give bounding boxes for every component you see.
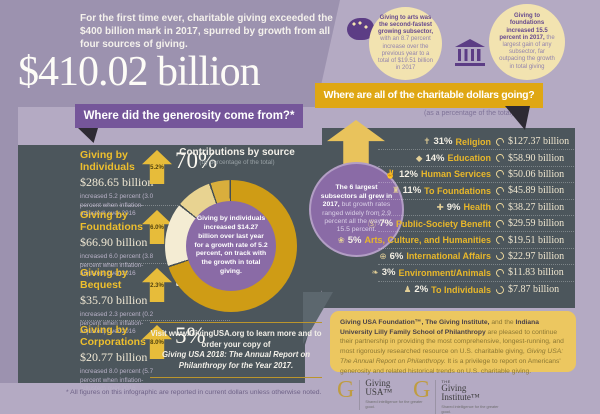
trend-icon xyxy=(494,185,506,197)
giving-usa-monogram: G xyxy=(337,377,355,403)
globe-icon: ⊕ xyxy=(379,250,387,261)
sectors-banner-pointer xyxy=(505,106,530,130)
foundations-callout-text: Giving to foundations increased 15.5 per… xyxy=(499,13,555,70)
source-amount: $35.70 billion xyxy=(80,293,148,308)
trend-icon xyxy=(494,218,506,230)
source-title: Giving by Foundations xyxy=(80,209,143,233)
trend-icon xyxy=(494,136,506,148)
source-individuals: Giving by Individuals $286.65 billion in… xyxy=(80,148,235,219)
source-note: increased 5.2 percent (3.0 percent when … xyxy=(80,193,154,218)
trend-icon xyxy=(494,267,506,279)
source-amount: $286.65 billion xyxy=(80,175,154,190)
people-icon: ♟ xyxy=(403,284,412,295)
sectors-banner: Where are all of the charitable dollars … xyxy=(315,83,543,108)
source-title: Giving by Individuals xyxy=(80,149,135,173)
bank-icon xyxy=(455,39,485,66)
intro-text: For the first time ever, charitable givi… xyxy=(80,13,333,50)
dotted-divider xyxy=(80,263,230,264)
sources-banner-pointer xyxy=(78,128,98,143)
giving-usa-logo: G Giving USA™ Shared intelligence for th… xyxy=(337,377,423,410)
sector-row-international: ⊕ 6% International Affairs $22.97 billio… xyxy=(378,249,574,266)
dotted-divider xyxy=(80,320,230,321)
trend-icon xyxy=(494,201,506,213)
source-title: Giving by Corporations xyxy=(80,324,146,348)
palette-icon xyxy=(347,18,374,40)
bank-building-icon: ♜ xyxy=(392,185,400,196)
trend-icon xyxy=(494,250,506,262)
bank-base xyxy=(455,63,485,66)
giving-institute-monogram: G xyxy=(413,377,431,403)
bank-roof xyxy=(455,39,485,47)
graduation-cap-icon: ◆ xyxy=(415,152,423,163)
sector-row-education: ◆ 14% Education $58.90 billion xyxy=(378,150,574,167)
top-left-background xyxy=(0,0,340,107)
source-share: 5% xyxy=(175,323,206,348)
sector-row-religion: ✝ 31% Religion $127.37 billion xyxy=(378,134,574,151)
sectors-list: ✝ 31% Religion $127.37 billion ◆ 14% Edu… xyxy=(338,134,574,298)
sector-row-arts: ❀ 5% Arts, Culture, and Humanities $19.5… xyxy=(338,232,574,249)
trend-icon xyxy=(494,168,506,181)
footnote: * All figures on this infographic are re… xyxy=(66,389,322,396)
source-note: increased 6.0 percent (3.8 percent when … xyxy=(80,253,154,278)
arts-callout: Giving to arts was the second-fastest gr… xyxy=(369,7,442,80)
medical-cross-icon: ✚ xyxy=(436,201,444,212)
sector-row-foundations: ♜ 11% To Foundations $45.89 billion xyxy=(378,183,574,200)
trend-icon xyxy=(494,152,506,164)
dollar-circle-icon: Ⓢ xyxy=(367,218,377,229)
source-note: increased 2.3 percent (0.2 percent when … xyxy=(80,311,154,336)
subsector-growth-callout: The 6 largest subsectors all grew in 201… xyxy=(309,162,404,257)
plant-icon: ❧ xyxy=(371,267,379,278)
left-purple-strip xyxy=(0,100,18,383)
sector-row-environment: ❧ 3% Environment/Animals $11.83 billion xyxy=(372,265,574,282)
arts-callout-text: Giving to arts was the second-fastest gr… xyxy=(377,14,434,72)
dotted-divider xyxy=(80,205,230,206)
donut-subtitle: (by percentage of the total) xyxy=(199,159,275,166)
logo-divider xyxy=(359,380,361,410)
sector-row-public-society: Ⓢ 7% Public-Society Benefit $29.59 billi… xyxy=(368,216,574,233)
religion-icon: ✝ xyxy=(423,136,431,147)
partnership-note: Giving USA Foundation™, The Giving Insti… xyxy=(330,311,576,375)
trend-icon xyxy=(494,284,506,296)
sector-row-individuals: ♟ 2% To Individuals $7.87 billion xyxy=(403,284,560,296)
source-amount: $66.90 billion xyxy=(80,235,148,250)
source-share: 70% xyxy=(175,148,218,173)
sources-donut-chart: Giving by individuals increased $14.27 b… xyxy=(165,180,297,312)
source-note: increased 8.0 percent (5.7 percent when … xyxy=(80,368,154,393)
giving-institute-logo: G THE Giving Institute™ Shared intellige… xyxy=(413,377,499,414)
donut-center-note: Giving by individuals increased $14.27 b… xyxy=(186,201,276,291)
visit-note: Visit www.GivingUSA.org to learn more an… xyxy=(150,322,322,379)
foundations-callout: Giving to foundations increased 15.5 per… xyxy=(489,4,565,80)
logo-divider xyxy=(435,380,437,414)
source-amount: $20.77 billion xyxy=(80,350,148,365)
trend-icon xyxy=(494,234,506,246)
bank-columns xyxy=(458,49,482,61)
sector-row-human-services: ✌ 12% Human Services $50.06 billion xyxy=(378,167,574,184)
sectors-banner-caption: (as a percentage of the total) xyxy=(424,110,514,117)
source-title: Giving by Bequest xyxy=(80,267,128,291)
sources-banner: Where did the generosity come from?* xyxy=(75,104,303,128)
donut-title: Contributions by source xyxy=(179,147,295,158)
source-corporations: Giving by Corporations $20.77 billion in… xyxy=(80,323,235,394)
total-giving-amount: $410.02 billion xyxy=(18,49,261,95)
arts-palette-icon: ❀ xyxy=(337,234,345,245)
sector-row-health: ✚ 9% Health $38.27 billion xyxy=(378,200,574,216)
helping-hands-icon: ✌ xyxy=(385,168,396,179)
